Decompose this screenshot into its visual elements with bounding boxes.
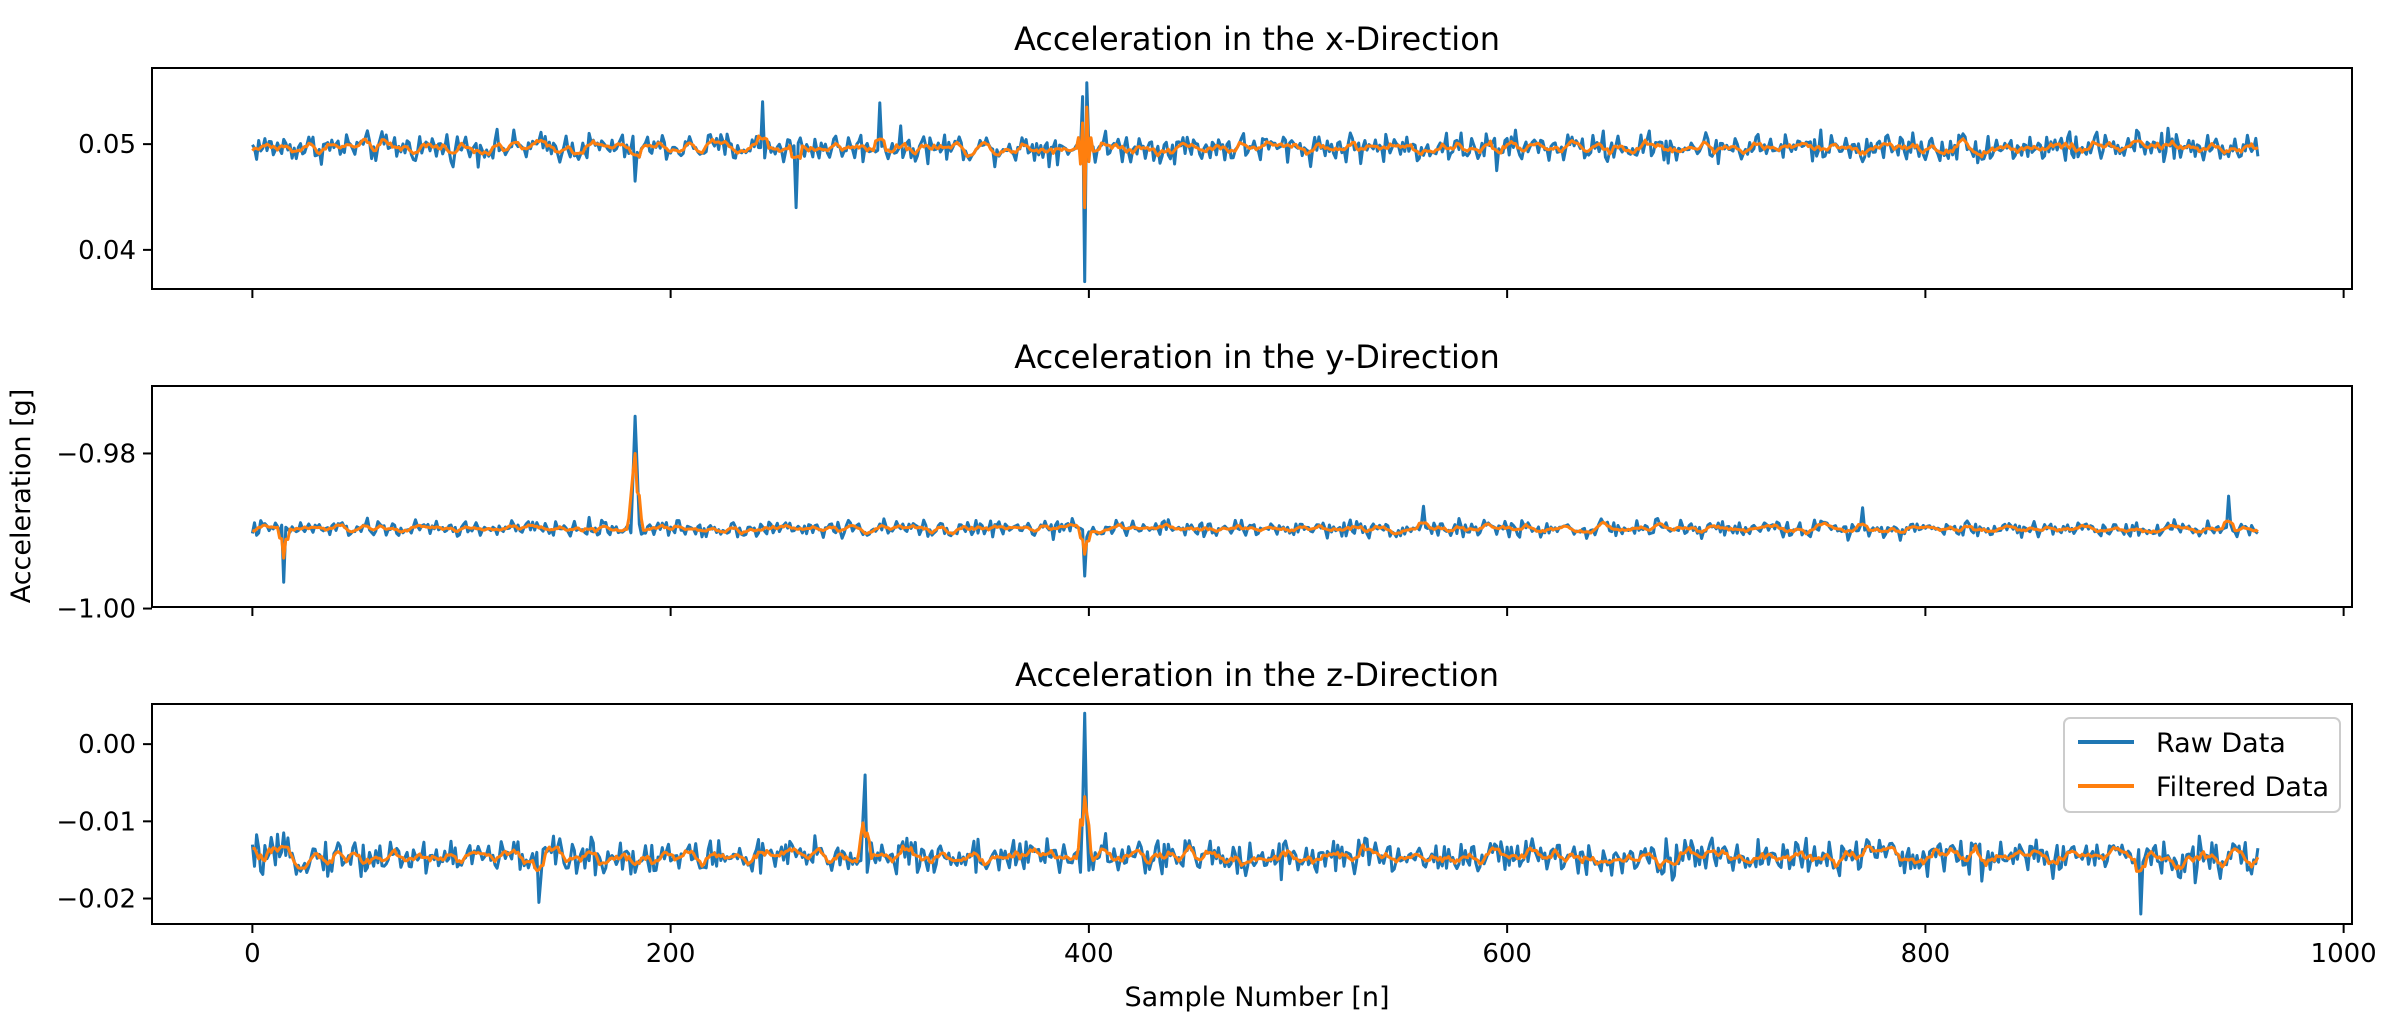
panel-y-plot-area (250, 414, 2259, 584)
y-tick-label: −0.01 (56, 807, 136, 837)
legend-raw-data-label: Raw Data (2156, 728, 2286, 759)
y-tick-label: 0.04 (78, 236, 136, 266)
x-tick-label: 0 (244, 939, 261, 969)
panel-y-y-axis: −1.00 −0.98 (56, 439, 152, 625)
y-axis-label: Acceleration [g] (6, 389, 37, 604)
panel-z-plot-area (250, 711, 2260, 916)
filtered-data-series (251, 105, 2259, 210)
panel-x: Acceleration in the x-Direction 0.04 0.05 (78, 20, 2353, 298)
panel-x-frame (151, 67, 2353, 290)
x-tick-label: 600 (1482, 939, 1532, 969)
x-tick-label: 1000 (2311, 939, 2377, 969)
y-tick-label: −0.98 (56, 439, 136, 469)
panel-x-plot-area (251, 81, 2260, 284)
panel-y-x-axis (251, 607, 2345, 616)
x-axis-label: Sample Number [n] (1124, 982, 1389, 1013)
y-tick-label: −1.00 (56, 595, 136, 625)
panel-z-frame (151, 703, 2353, 925)
panel-x-title: Acceleration in the x-Direction (1014, 20, 1500, 58)
legend-filtered-data-label: Filtered Data (2156, 772, 2329, 803)
panel-z-y-axis: −0.02 −0.01 0.00 (56, 730, 152, 915)
panel-x-x-axis (251, 289, 2345, 298)
x-tick-label: 400 (1064, 939, 1114, 969)
raw-data-series (250, 711, 2260, 916)
y-tick-label: 0.00 (78, 730, 136, 760)
filtered-data-series (251, 452, 2259, 560)
panel-y-frame (151, 385, 2353, 608)
x-tick-label: 200 (646, 939, 696, 969)
panel-z: Acceleration in the z-Direction −0.02−0.… (56, 656, 2376, 969)
legend: Raw Data Filtered Data (2063, 717, 2341, 813)
panel-x-y-axis: 0.04 0.05 (78, 130, 152, 266)
panel-z-x-axis: 0 200 400 600 800 1000 (244, 924, 2377, 969)
panel-y: Acceleration in the y-Direction −1.00 −0.… (56, 338, 2353, 625)
y-tick-label: −0.02 (56, 885, 136, 915)
filtered-data-series (252, 795, 2260, 873)
panel-y-title: Acceleration in the y-Direction (1014, 338, 1500, 376)
x-tick-label: 800 (1901, 939, 1951, 969)
y-tick-label: 0.05 (78, 130, 136, 160)
panel-z-title: Acceleration in the z-Direction (1015, 656, 1499, 694)
raw-data-series (251, 81, 2260, 284)
raw-data-series (250, 414, 2259, 584)
